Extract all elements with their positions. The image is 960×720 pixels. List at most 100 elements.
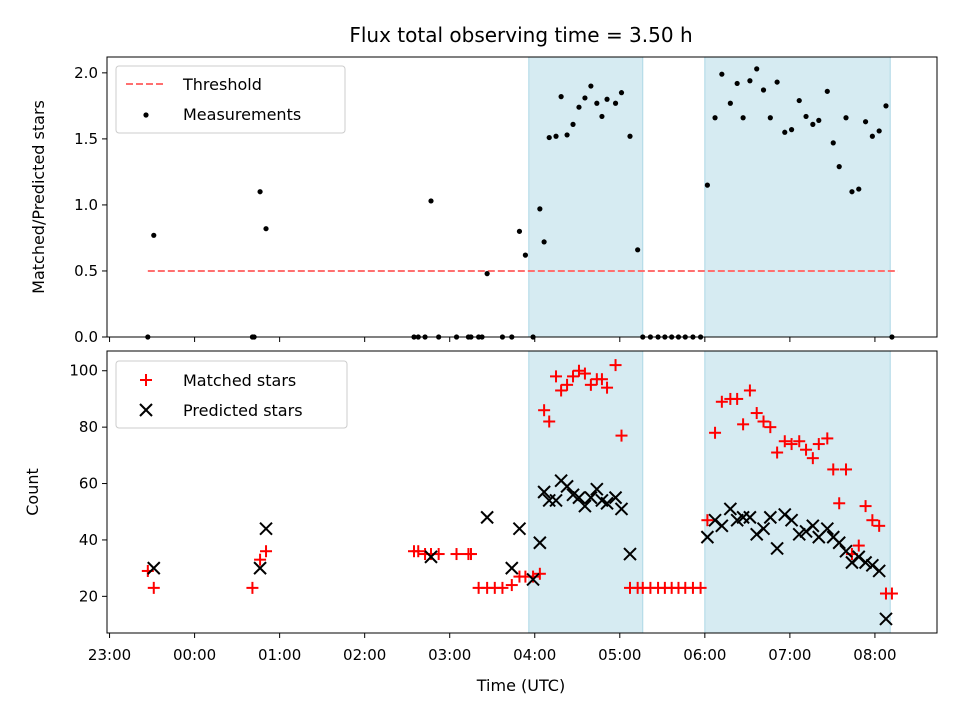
measurement-point (484, 271, 490, 277)
shaded-interval-0 (528, 56, 644, 338)
measurement-point (862, 119, 869, 125)
predicted-star-point (623, 547, 637, 561)
y-tick-label: 1.5 (74, 130, 98, 148)
y-tick-label: 0.0 (74, 328, 98, 346)
measurement-point (883, 103, 889, 109)
matched-star-point (764, 421, 777, 434)
measurement-point (754, 66, 760, 72)
matched-star-point (260, 545, 273, 558)
measurement-point (727, 100, 733, 106)
measurement-point (719, 71, 725, 77)
measurement-point (570, 121, 576, 127)
measurement-point (734, 80, 740, 87)
matched-star-point (731, 392, 744, 405)
ratio-y-axis-label: Matched/Predicted stars (29, 100, 48, 294)
count-y-axis: 20 40 60 80 100 (69, 362, 107, 605)
measurement-point (869, 133, 875, 139)
measurement-point (856, 186, 862, 192)
measurement-point (803, 113, 809, 120)
measurement-point (428, 198, 434, 204)
measurement-point (747, 78, 753, 84)
matched-star-point (750, 407, 763, 420)
ratio-legend: Threshold Measurements (115, 65, 346, 134)
predicted-star-point (512, 521, 527, 536)
matched-star-point (412, 545, 425, 558)
measurement-point (810, 121, 816, 127)
ratio-plot-frame (106, 56, 938, 338)
predicted-star-point (756, 521, 771, 536)
predicted-star-point (839, 544, 853, 558)
predicted-star-point (723, 502, 738, 516)
legend-predicted-x-icon (139, 403, 153, 417)
matched-star-point (785, 438, 798, 451)
legend-matched-plus-icon (140, 374, 152, 386)
x-tick-label: 05:00 (598, 646, 641, 664)
matched-star-point (464, 548, 477, 561)
legend-measurements-dot-icon (143, 112, 149, 118)
matched-star-point (533, 567, 546, 580)
matched-star-point (778, 435, 791, 448)
matched-star-point (793, 435, 806, 448)
predicted-star-point (505, 561, 519, 575)
predicted-star-point (763, 510, 778, 525)
y-tick-label: 80 (79, 418, 98, 436)
count-shaded-regions (528, 350, 891, 634)
predicted-star-point (526, 572, 540, 587)
count-points-layer (141, 359, 898, 626)
predicted-star-point (770, 541, 784, 556)
legend-predicted-label: Predicted stars (183, 401, 303, 420)
x-tick-label: 07:00 (768, 646, 811, 664)
predicted-star-point (858, 555, 873, 570)
predicted-star-point (533, 536, 547, 550)
matched-star-point (771, 446, 784, 459)
matched-star-point (584, 378, 597, 391)
y-tick-label: 1.0 (74, 196, 98, 214)
measurement-point (788, 127, 795, 133)
matched-star-point (543, 415, 556, 428)
predicted-star-point (537, 485, 551, 499)
shaded-interval-1 (704, 350, 891, 634)
matched-star-point (595, 373, 608, 386)
matched-star-point (866, 514, 879, 527)
matched-star-point (246, 581, 259, 594)
predicted-star-point (872, 564, 886, 578)
measurement-point (816, 117, 822, 123)
x-tick-label: 23:00 (88, 646, 131, 664)
predicted-star-point (147, 561, 161, 575)
measurement-point (516, 228, 523, 234)
predicted-star-point (832, 536, 846, 550)
ratio-panel: 0.00.51.01.52.0 Matched/Predicted stars … (29, 56, 938, 346)
predicted-star-point (600, 496, 614, 510)
matched-star-point (715, 395, 728, 408)
predicted-star-point (424, 550, 438, 564)
matched-star-point (701, 514, 714, 527)
matched-star-point (538, 404, 551, 417)
matched-star-point (852, 539, 865, 552)
predicted-star-point (700, 530, 715, 544)
measurement-point (582, 95, 588, 101)
predicted-star-point (879, 612, 893, 626)
legend-measurements-label: Measurements (183, 105, 301, 124)
count-y-axis-label: Count (23, 468, 42, 516)
count-panel: 20 40 60 80 100 23:00 00:00 01:00 02:00 03:00 04:… (23, 350, 938, 695)
measurement-point (796, 97, 802, 104)
measurement-point (627, 133, 633, 139)
ratio-shaded-regions (528, 56, 891, 338)
matched-star-point (550, 370, 563, 383)
y-tick-label: 40 (79, 531, 98, 549)
measurement-point (760, 87, 767, 93)
ratio-points-layer (145, 66, 895, 340)
ratio-x-ticks (109, 337, 876, 342)
count-x-axis: 23:00 00:00 01:00 02:00 03:00 04:00 05:00 06:00… (88, 633, 897, 664)
matched-star-point (737, 418, 750, 431)
measurement-point (712, 115, 718, 121)
matched-star-point (806, 452, 819, 465)
measurement-point (599, 113, 605, 120)
matched-star-point (859, 500, 872, 513)
matched-star-point (609, 359, 622, 372)
measurement-point (588, 83, 594, 89)
legend-threshold-label: Threshold (182, 75, 262, 94)
x-tick-label: 04:00 (513, 646, 556, 664)
ratio-y-axis: 0.0 0.5 1.0 1.5 2.0 (74, 64, 107, 346)
measurement-point (553, 133, 559, 139)
